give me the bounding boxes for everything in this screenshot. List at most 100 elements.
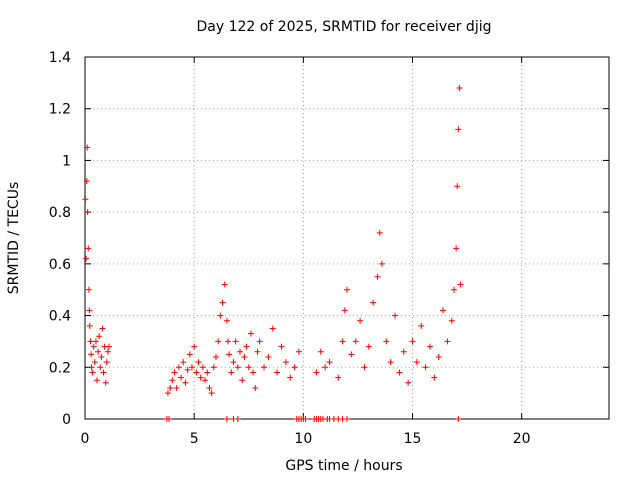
data-point bbox=[94, 377, 101, 384]
data-point bbox=[335, 374, 342, 381]
data-point bbox=[405, 379, 412, 386]
data-point bbox=[278, 343, 285, 350]
data-point bbox=[199, 364, 206, 371]
y-tick-label: 1.2 bbox=[49, 102, 71, 118]
data-point bbox=[106, 343, 113, 350]
data-point bbox=[221, 281, 228, 288]
data-point bbox=[204, 369, 211, 376]
data-point bbox=[313, 369, 320, 376]
data-point bbox=[84, 209, 91, 216]
data-point bbox=[88, 364, 95, 371]
data-point bbox=[173, 384, 180, 391]
data-point bbox=[239, 377, 246, 384]
data-point bbox=[383, 338, 390, 345]
data-point bbox=[245, 364, 252, 371]
chart-title: Day 122 of 2025, SRMTID for receiver dji… bbox=[197, 19, 492, 35]
y-tick-label: 0.2 bbox=[49, 360, 71, 376]
grid bbox=[85, 57, 609, 419]
data-point bbox=[374, 273, 381, 280]
data-point bbox=[274, 369, 281, 376]
data-point bbox=[444, 338, 451, 345]
data-point bbox=[370, 299, 377, 306]
data-point bbox=[344, 286, 350, 293]
data-point bbox=[89, 369, 96, 376]
data-point bbox=[90, 343, 97, 350]
y-tick-label: 0.8 bbox=[49, 205, 71, 221]
data-point bbox=[87, 338, 94, 345]
data-point bbox=[202, 377, 209, 384]
data-point bbox=[455, 126, 462, 133]
data-point bbox=[175, 364, 182, 371]
data-point bbox=[431, 374, 438, 381]
data-point bbox=[326, 359, 333, 366]
data-point bbox=[254, 348, 261, 355]
data-point bbox=[104, 348, 111, 355]
x-tick-label: 10 bbox=[294, 431, 312, 447]
data-point bbox=[85, 245, 92, 252]
plot-frame bbox=[84, 56, 610, 420]
data-point bbox=[102, 379, 109, 386]
data-point bbox=[291, 364, 298, 371]
data-point bbox=[234, 416, 241, 422]
data-point bbox=[392, 312, 399, 319]
data-point bbox=[226, 351, 233, 358]
data-point bbox=[378, 260, 385, 267]
data-point bbox=[182, 379, 189, 386]
data-point bbox=[440, 307, 447, 314]
data-point bbox=[223, 416, 230, 422]
data-point bbox=[169, 377, 176, 384]
data-point bbox=[365, 343, 372, 350]
data-point bbox=[210, 364, 217, 371]
data-point bbox=[456, 85, 463, 92]
data-point bbox=[164, 390, 171, 397]
data-point bbox=[234, 364, 241, 371]
data-point bbox=[413, 359, 420, 366]
data-point bbox=[422, 364, 429, 371]
data-point bbox=[455, 416, 462, 422]
data-point bbox=[453, 245, 460, 252]
data-point bbox=[178, 374, 185, 381]
data-point bbox=[186, 351, 193, 358]
data-point bbox=[83, 255, 90, 262]
x-tick-label: 20 bbox=[513, 431, 531, 447]
data-point bbox=[247, 330, 254, 337]
data-point bbox=[348, 351, 355, 358]
data-point bbox=[180, 359, 187, 366]
data-point bbox=[322, 364, 329, 371]
data-point bbox=[457, 281, 464, 288]
data-point bbox=[100, 369, 107, 376]
data-point bbox=[252, 384, 259, 391]
data-point bbox=[454, 183, 461, 190]
data-point bbox=[237, 348, 244, 355]
data-point bbox=[103, 359, 110, 366]
data-point bbox=[302, 416, 309, 422]
data-point bbox=[282, 359, 289, 366]
data-point bbox=[83, 178, 90, 185]
y-axis-label: SRMTID / TECUs bbox=[6, 182, 22, 295]
data-point bbox=[250, 369, 257, 376]
data-point bbox=[97, 364, 104, 371]
data-point bbox=[435, 353, 442, 360]
y-tick-label: 0.4 bbox=[49, 309, 71, 325]
y-tick-label: 0 bbox=[62, 412, 71, 428]
data-point bbox=[265, 353, 272, 360]
data-point bbox=[256, 338, 263, 345]
data-point bbox=[344, 416, 350, 422]
data-point bbox=[188, 364, 195, 371]
data-point bbox=[166, 416, 173, 422]
data-point bbox=[223, 317, 230, 324]
data-point bbox=[225, 338, 232, 345]
data-point bbox=[269, 325, 276, 332]
data-point bbox=[84, 144, 91, 151]
data-point bbox=[400, 348, 407, 355]
data-point bbox=[387, 359, 394, 366]
data-point bbox=[230, 359, 237, 366]
x-tick-label: 15 bbox=[404, 431, 422, 447]
data-point bbox=[295, 348, 302, 355]
data-point bbox=[213, 353, 219, 360]
y-tick-label: 0.6 bbox=[49, 257, 71, 273]
data-point bbox=[91, 359, 98, 366]
data-point bbox=[426, 343, 433, 350]
data-points bbox=[82, 85, 464, 422]
